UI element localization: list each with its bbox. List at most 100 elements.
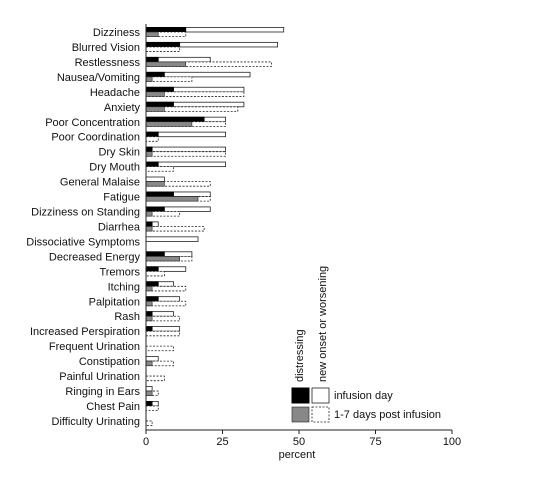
legend-swatch-distressing-infusion <box>291 387 310 404</box>
x-ticks: 0 25 50 75 100 <box>143 429 461 448</box>
bar-distressing-post-palpitation <box>145 300 153 307</box>
bar-new-onset-infusion-general-malaise <box>145 176 165 182</box>
legend-swatch-new-onset-post <box>311 406 330 423</box>
bar-new-onset-post-headache <box>145 91 245 97</box>
category-label-nausea-vomiting: Nausea/Vomiting <box>57 72 140 84</box>
bar-new-onset-post-blurred-vision <box>145 46 181 52</box>
bar-new-onset-post-dry-mouth <box>145 166 174 172</box>
bar-distressing-infusion-fatigue <box>145 191 174 197</box>
bar-new-onset-post-difficulty-urinating <box>145 420 153 426</box>
x-tick-label-100: 100 <box>443 436 461 448</box>
category-label-constipation: Constipation <box>79 356 140 368</box>
bar-distressing-infusion-anxiety <box>145 101 174 108</box>
bar-distressing-infusion-diarrhea <box>145 221 153 227</box>
bar-new-onset-post-itching <box>145 285 187 292</box>
bar-distressing-post-dizziness <box>145 31 159 37</box>
x-tick-label-0: 0 <box>143 436 149 448</box>
bar-distressing-post-ringing-in-ears <box>145 390 153 396</box>
legend-header-new-onset: new onset or worsening <box>317 266 329 382</box>
x-tick-label-25: 25 <box>216 436 228 448</box>
category-label-itching: Itching <box>108 281 140 293</box>
category-label-decreased-energy: Decreased Energy <box>49 251 141 263</box>
bar-distressing-infusion-dry-mouth <box>145 161 159 168</box>
category-label-diarrhea: Diarrhea <box>98 221 141 233</box>
bar-new-onset-post-dry-skin <box>145 151 226 157</box>
bar-new-onset-infusion-constipation <box>145 356 159 362</box>
category-label-dry-mouth: Dry Mouth <box>89 162 140 174</box>
bar-new-onset-infusion-dissociative-symptoms <box>145 236 199 242</box>
category-label-poor-coordination: Poor Coordination <box>51 132 140 144</box>
bar-distressing-post-itching <box>145 286 153 292</box>
legend-swatch-distressing-post <box>291 406 310 423</box>
bar-new-onset-post-restlessness <box>145 61 272 67</box>
bar-new-onset-post-frequent-urination <box>145 345 174 352</box>
bar-new-onset-post-painful-urination <box>145 375 165 382</box>
legend-header-distressing: distressing <box>294 329 306 382</box>
bar-new-onset-infusion-ringing-in-ears <box>145 386 153 392</box>
category-label-dissociative-symptoms: Dissociative Symptoms <box>26 236 140 248</box>
category-label-poor-concentration: Poor Concentration <box>45 117 140 129</box>
category-label-general-malaise: General Malaise <box>60 177 140 189</box>
bar-distressing-post-anxiety <box>145 106 165 112</box>
bar-distressing-infusion-poor-concentration <box>145 116 205 123</box>
bar-new-onset-post-palpitation <box>145 300 187 307</box>
bar-distressing-infusion-dry-skin <box>145 146 153 153</box>
bar-distressing-post-rash <box>145 315 153 322</box>
category-label-anxiety: Anxiety <box>104 102 141 114</box>
category-label-dry-skin: Dry Skin <box>98 147 140 159</box>
category-label-blurred-vision: Blurred Vision <box>72 42 140 54</box>
legend-label-post-infusion: 1-7 days post infusion <box>334 409 441 421</box>
bar-new-onset-post-general-malaise <box>145 181 211 187</box>
bar-new-onset-infusion-dry-skin <box>145 146 226 153</box>
category-label-chest-pain: Chest Pain <box>86 401 140 413</box>
category-label-increased-perspiration: Increased Perspiration <box>30 326 140 338</box>
bar-distressing-post-headache <box>145 91 165 97</box>
category-label-ringing-in-ears: Ringing in Ears <box>65 386 140 398</box>
bar-new-onset-post-increased-perspiration <box>145 330 181 337</box>
bar-distressing-post-poor-concentration <box>145 121 193 127</box>
legend-label-infusion-day: infusion day <box>334 390 393 402</box>
bar-distressing-post-constipation <box>145 360 153 367</box>
bar-distressing-infusion-headache <box>145 86 174 93</box>
bar-distressing-post-nausea-vomiting <box>145 76 153 82</box>
bar-new-onset-post-nausea-vomiting <box>145 76 193 82</box>
category-label-restlessness: Restlessness <box>75 57 141 69</box>
bar-distressing-post-diarrhea <box>145 226 153 232</box>
bar-distressing-infusion-itching <box>145 281 159 287</box>
bar-distressing-infusion-rash <box>145 311 153 317</box>
bar-new-onset-post-constipation <box>145 360 174 367</box>
bar-distressing-post-restlessness <box>145 61 187 67</box>
category-label-dizziness: Dizziness <box>93 27 141 39</box>
bar-distressing-infusion-restlessness <box>145 56 159 63</box>
category-label-fatigue: Fatigue <box>103 192 140 204</box>
bar-new-onset-post-dizziness <box>145 31 187 37</box>
bar-distressing-infusion-dizziness <box>145 26 187 33</box>
legend-swatch-new-onset-infusion <box>311 387 330 404</box>
bar-distressing-post-general-malaise <box>145 181 165 187</box>
bar-distressing-post-dizziness-on-standing <box>145 211 153 217</box>
category-labels: Dizziness Blurred Vision Restlessness Nause… <box>26 27 141 428</box>
bar-distressing-infusion-chest-pain <box>145 400 153 407</box>
bar-new-onset-post-chest-pain <box>145 405 159 411</box>
category-label-headache: Headache <box>90 87 140 99</box>
bar-distressing-post-dry-skin <box>145 151 153 157</box>
category-label-tremors: Tremors <box>99 266 140 278</box>
bar-distressing-infusion-nausea-vomiting <box>145 71 165 78</box>
category-label-difficulty-urinating: Difficulty Urinating <box>52 416 140 428</box>
category-label-frequent-urination: Frequent Urination <box>49 341 140 353</box>
legend: distressing new onset or worsening infus… <box>291 266 441 423</box>
x-tick-label-50: 50 <box>293 436 305 448</box>
category-label-rash: Rash <box>114 311 140 323</box>
bar-new-onset-post-poor-coordination <box>145 136 159 142</box>
bar-new-onset-post-tremors <box>145 270 165 277</box>
bar-distressing-infusion-palpitation <box>145 296 159 302</box>
bar-distressing-infusion-poor-coordination <box>145 131 159 138</box>
category-label-palpitation: Palpitation <box>89 296 140 308</box>
x-axis-label: percent <box>279 449 316 461</box>
bar-distressing-post-decreased-energy <box>145 256 180 262</box>
bar-distressing-infusion-tremors <box>145 266 159 272</box>
category-label-painful-urination: Painful Urination <box>59 371 140 383</box>
bar-distressing-infusion-increased-perspiration <box>145 326 153 332</box>
x-tick-label-75: 75 <box>369 436 381 448</box>
